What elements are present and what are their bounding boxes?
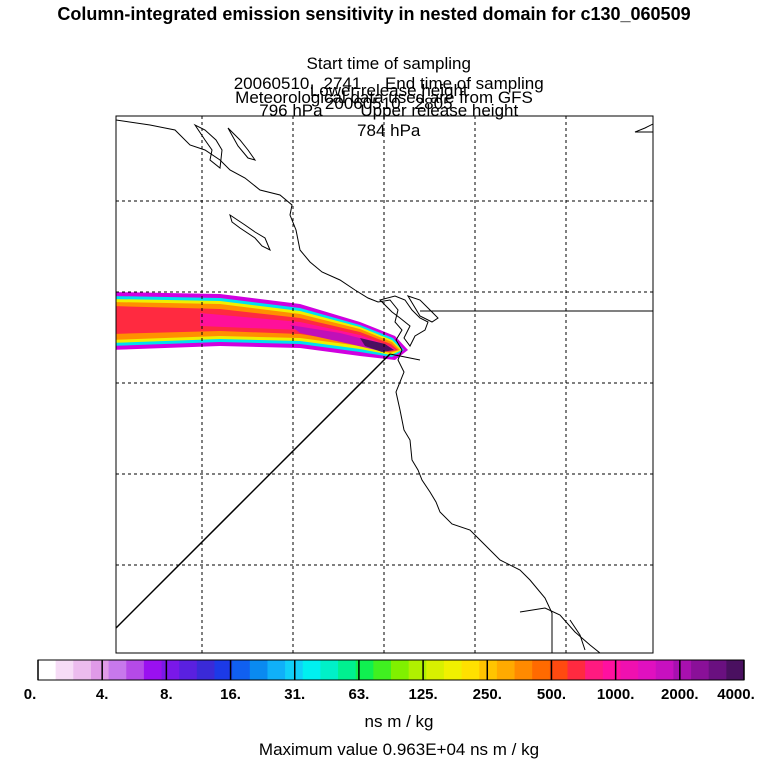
sampling-times: Start time of sampling 20060510. 2741 En… [0,34,768,114]
colorbar-swatch [338,660,357,680]
colorbar-swatch [179,660,198,680]
maximum-value: Maximum value 0.963E+04 ns m / kg [258,740,540,759]
colorbar-swatch [373,660,392,680]
colorbar-swatch [602,660,621,680]
colorbar-swatch [161,660,180,680]
colorbar-tick-label: 16. [220,686,241,703]
colorbar-swatch [691,660,710,680]
colorbar-tick-label: 250. [472,686,502,703]
colorbar-tick-label: 0. [23,686,37,703]
map-frame [115,115,654,654]
end-time-value: 20060510. 2805 [324,94,453,113]
colorbar-swatch [673,660,692,680]
colorbar-swatch [391,660,410,680]
coastline [116,119,653,653]
colorbar-tick-label: 63. [348,686,370,703]
lower-height-label: Lower release height [309,81,468,100]
colorbar-swatch [320,660,339,680]
colorbar-swatch [443,660,463,680]
colorbar-swatch [302,660,321,680]
colorbar [37,659,745,681]
plot-title: Column-integrated emission sensitivity i… [57,4,691,24]
end-time-label: End time of sampling [384,74,544,93]
colorbar-swatch [73,660,92,680]
colorbar-swatch [249,660,268,680]
colorbar-swatch [426,660,445,680]
lower-height-value: 796 hPa [259,101,323,120]
colorbar-swatch [55,660,74,680]
colorbar-swatch [585,660,604,680]
colorbar-swatch [38,660,57,680]
colorbar-swatch [726,660,745,680]
colorbar-swatch [620,660,639,680]
colorbar-swatch [549,660,568,680]
colorbar-outline [37,659,745,681]
upper-height-value: 784 hPa [357,121,421,140]
colorbar-swatch [638,660,657,680]
colorbar-swatch [90,660,110,680]
colorbar-swatch [479,660,498,680]
colorbar-tick-label: 31. [284,686,306,703]
colorbar-swatch [708,660,727,680]
start-time-label: Start time of sampling [306,54,471,73]
release-heights: Lower release height 796 hPa Upper relea… [0,61,768,141]
colorbar-units: ns m / kg [364,712,434,731]
trajectory-lines [116,310,653,629]
colorbar-tick-label: 8. [160,686,173,703]
colorbar-tick-label: 125. [408,686,438,703]
colorbar-swatch [514,660,533,680]
colorbar-swatch [496,660,516,680]
colorbar-swatch [196,660,215,680]
emission-plume [116,292,408,360]
upper-height-label: Upper release height [360,101,519,120]
lat-lon-grid [116,116,653,653]
colorbar-swatch [355,660,374,680]
met-data-note: Meteorological data used are from GFS [235,88,533,107]
colorbar-tick-label: 1000. [596,686,635,703]
colorbar-tick-label: 500. [536,686,567,703]
colorbar-swatch [232,660,251,680]
colorbar-swatch [126,660,145,680]
colorbar-tick-label: 4. [95,686,109,703]
start-time-value: 20060510. 2741 [233,74,362,93]
colorbar-swatch [461,660,480,680]
colorbar-swatch [655,660,674,680]
colorbar-swatch [408,660,427,680]
colorbar-swatch [108,660,127,680]
colorbar-tick-label: 2000. [661,686,699,703]
colorbar-swatch [267,660,286,680]
colorbar-swatch [143,660,163,680]
colorbar-swatch [567,660,586,680]
colorbar-tick-label: 4000. [717,686,755,703]
colorbar-swatch [532,660,551,680]
colorbar-swatch [214,660,233,680]
